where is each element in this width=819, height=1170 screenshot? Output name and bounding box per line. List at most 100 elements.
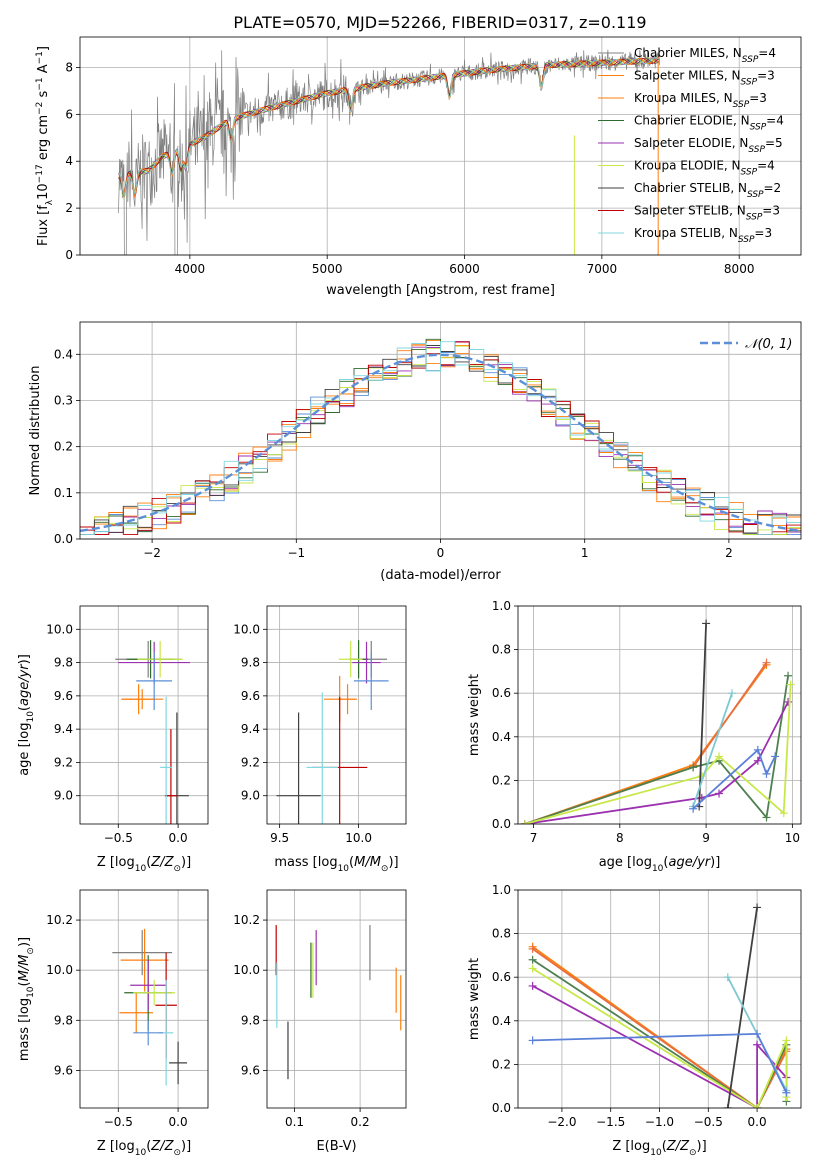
legend-label: Salpeter MILES, NSSP=3 xyxy=(634,69,775,88)
y-tick-label: 10.2 xyxy=(233,913,260,927)
weight-marker xyxy=(528,981,537,990)
weight-marker xyxy=(723,973,732,982)
y-tick-label: 9.2 xyxy=(241,755,260,769)
weight-marker xyxy=(528,955,537,964)
y-tick-label: 1.0 xyxy=(492,883,511,897)
model-spectrum-1 xyxy=(118,57,660,198)
x-axis-label: wavelength [Angstrom, rest frame] xyxy=(326,283,555,298)
y-axis-label: age [log10(age/yr)] xyxy=(17,654,36,776)
legend-label: Chabrier MILES, NSSP=4 xyxy=(634,46,776,65)
normal-curve xyxy=(80,353,801,533)
y-tick-label: 9.4 xyxy=(54,722,73,736)
x-axis-label: Z [log10(Z/Z⊙)] xyxy=(97,1139,191,1158)
panel-spectrum: 4000 5000 6000 7000 8000 0 2 4 6 8 Chabrier MILES,… xyxy=(35,36,802,298)
y-tick-label: 0.0 xyxy=(54,532,73,546)
weight-line-5 xyxy=(726,907,758,1108)
weight-line-4 xyxy=(532,967,788,1108)
x-axis-label: Z [log10(Z/Z⊙)] xyxy=(97,855,191,874)
panel-mass-vs-Z: −0.5 0.0 9.6 9.8 10.0 10.2 Z [log10(Z/Z⊙)] mass… xyxy=(17,889,209,1158)
weight-line-3 xyxy=(524,701,789,824)
weight-line-1 xyxy=(524,662,768,824)
y-axis-label: Flux [fλ10−17 erg cm−2 s−1 A−1] xyxy=(35,46,55,246)
model-spectrum-7 xyxy=(118,57,660,199)
x-tick-label: 9 xyxy=(702,831,710,845)
x-tick-label: 4000 xyxy=(175,262,206,276)
y-tick-label: 9.6 xyxy=(54,689,73,703)
spectrum-legend: Chabrier MILES, NSSP=4 Salpeter MILES, NS… xyxy=(598,46,784,245)
axes-frame xyxy=(79,889,209,1109)
y-tick-label: 0.2 xyxy=(492,773,511,787)
weight-marker xyxy=(782,1088,791,1097)
y-tick-label: 9.4 xyxy=(241,722,260,736)
y-tick-label: 9.8 xyxy=(241,656,260,670)
y-tick-label: 0.2 xyxy=(492,1057,511,1071)
weight-marker xyxy=(689,804,698,813)
y-tick-label: 9.8 xyxy=(54,1013,73,1027)
x-tick-label: 9.5 xyxy=(270,831,289,845)
y-tick-label: 0.4 xyxy=(492,730,511,744)
residual-histogram-3 xyxy=(80,338,801,535)
y-tick-label: 9.8 xyxy=(241,1013,260,1027)
weight-marker xyxy=(753,1104,762,1108)
weight-marker xyxy=(779,809,788,818)
figure-title: PLATE=0570, MJD=52266, FIBERID=0317, z=0… xyxy=(233,13,646,32)
y-tick-label: 0.8 xyxy=(492,643,511,657)
x-tick-label: 10 xyxy=(785,831,800,845)
x-axis-label: E(B-V) xyxy=(316,1139,356,1154)
x-tick-label: −1 xyxy=(287,546,305,560)
x-axis-label: (data-model)/error xyxy=(380,568,501,583)
panel-age-vs-Z: −0.5 0.0 9.0 9.2 9.4 9.6 9.8 10.0 Z [log10(Z/Z⊙)… xyxy=(17,605,209,874)
y-tick-label: 0 xyxy=(65,248,73,262)
x-tick-label: 0.2 xyxy=(351,1115,370,1129)
x-tick-label: −2.0 xyxy=(547,1115,576,1129)
weight-marker xyxy=(753,903,762,912)
weight-marker xyxy=(715,789,724,798)
grid-age-vs-Z xyxy=(80,606,208,824)
axes-frame xyxy=(266,605,407,825)
y-tick-label: 1.0 xyxy=(492,599,511,613)
y-tick-label: 9.0 xyxy=(54,789,73,803)
panel-residuals: −2 −1 0 1 2 0.0 0.1 0.2 0.3 0.4 𝒩(0, 1) (data-model… xyxy=(28,321,802,583)
weight-marker xyxy=(784,671,793,680)
y-tick-label: 9.0 xyxy=(241,789,260,803)
weight-marker xyxy=(702,619,711,628)
legend-label: Chabrier ELODIE, NSSP=4 xyxy=(634,114,784,133)
weight-marker xyxy=(528,964,537,973)
y-tick-label: 4 xyxy=(65,154,73,168)
weight-marker xyxy=(762,813,771,822)
y-tick-label: 9.6 xyxy=(54,1063,73,1077)
y-tick-label: 9.2 xyxy=(54,755,73,769)
axes-frame xyxy=(266,889,407,1109)
weight-marker xyxy=(715,752,724,761)
x-tick-label: −0.5 xyxy=(104,1115,133,1129)
x-tick-label: 8 xyxy=(616,831,624,845)
y-tick-label: 10.0 xyxy=(46,963,73,977)
axes-frame xyxy=(79,605,209,825)
y-tick-label: 9.6 xyxy=(241,689,260,703)
model-spectrum-5 xyxy=(118,57,660,200)
weight-marker xyxy=(762,769,771,778)
y-tick-label: 0.6 xyxy=(492,686,511,700)
y-axis-label: Normed distribution xyxy=(28,366,43,496)
y-tick-label: 0.0 xyxy=(492,1101,511,1115)
y-tick-label: 10.0 xyxy=(46,622,73,636)
plot-area-age-vs-Z xyxy=(115,640,191,824)
plot-area-mass-vs-EBV xyxy=(275,925,402,1080)
y-tick-label: 0.1 xyxy=(54,486,73,500)
y-tick-label: 9.8 xyxy=(54,656,73,670)
y-tick-label: 6 xyxy=(65,107,73,121)
weight-marker xyxy=(753,756,762,765)
weight-marker xyxy=(753,1040,762,1049)
x-tick-label: 7 xyxy=(530,831,538,845)
y-tick-label: 10.2 xyxy=(46,913,73,927)
weight-line-2 xyxy=(524,675,789,824)
weight-marker xyxy=(689,763,698,772)
x-tick-label: −0.5 xyxy=(104,831,133,845)
model-spectrum-6 xyxy=(118,57,660,198)
x-axis-label: mass [log10(M/M⊙)] xyxy=(274,855,398,874)
x-axis-label: age [log10(age/yr)] xyxy=(599,855,721,874)
plot-area-weight-vs-age xyxy=(520,619,795,824)
legend-label: Kroupa ELODIE, NSSP=4 xyxy=(634,159,775,178)
model-spectrum-8 xyxy=(118,57,660,197)
x-tick-label: 2 xyxy=(725,546,733,560)
